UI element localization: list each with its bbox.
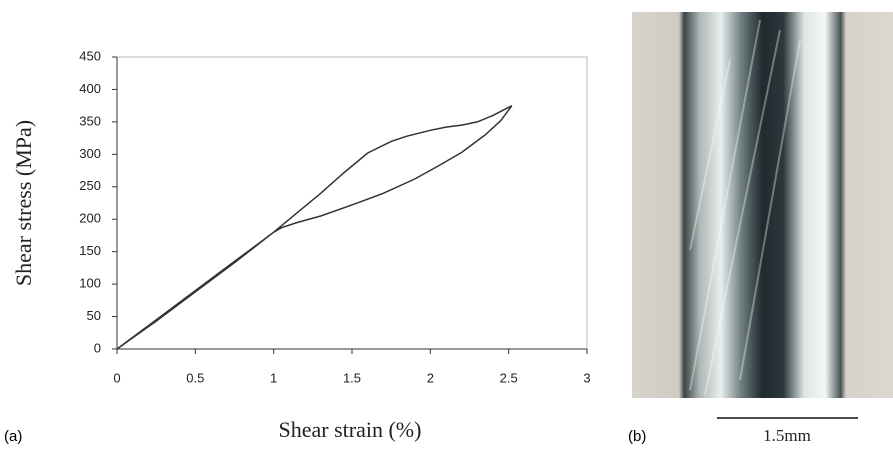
scale-bar-label: 1.5mm	[763, 426, 811, 445]
y-tick-label: 0	[94, 340, 101, 355]
x-tick-label: 0.5	[186, 370, 204, 385]
y-tick-label: 300	[79, 146, 101, 161]
y-axis-label: Shear stress (MPa)	[11, 120, 36, 286]
x-tick-label: 3	[583, 370, 590, 385]
panel-label: (a)	[4, 428, 22, 445]
wire-photo	[632, 12, 893, 398]
x-tick-label: 1	[270, 370, 277, 385]
x-tick-label: 1.5	[343, 370, 361, 385]
y-tick-label: 150	[79, 243, 101, 258]
y-tick-label: 200	[79, 211, 101, 226]
y-tick-label: 50	[87, 308, 101, 323]
panel-label: (b)	[628, 428, 646, 445]
photo-texture	[689, 19, 801, 396]
y-tick-label: 350	[79, 113, 101, 128]
x-tick-label: 2	[427, 370, 434, 385]
y-tick-label: 250	[79, 178, 101, 193]
y-tick-label: 100	[79, 276, 101, 291]
plot-frame	[116, 56, 588, 350]
line-series	[116, 105, 513, 350]
x-axis-label: Shear strain (%)	[279, 417, 422, 442]
x-tick-label: 0	[113, 370, 120, 385]
y-tick-label: 400	[79, 81, 101, 96]
x-tick-label: 2.5	[500, 370, 518, 385]
y-tick-label: 450	[79, 48, 101, 63]
